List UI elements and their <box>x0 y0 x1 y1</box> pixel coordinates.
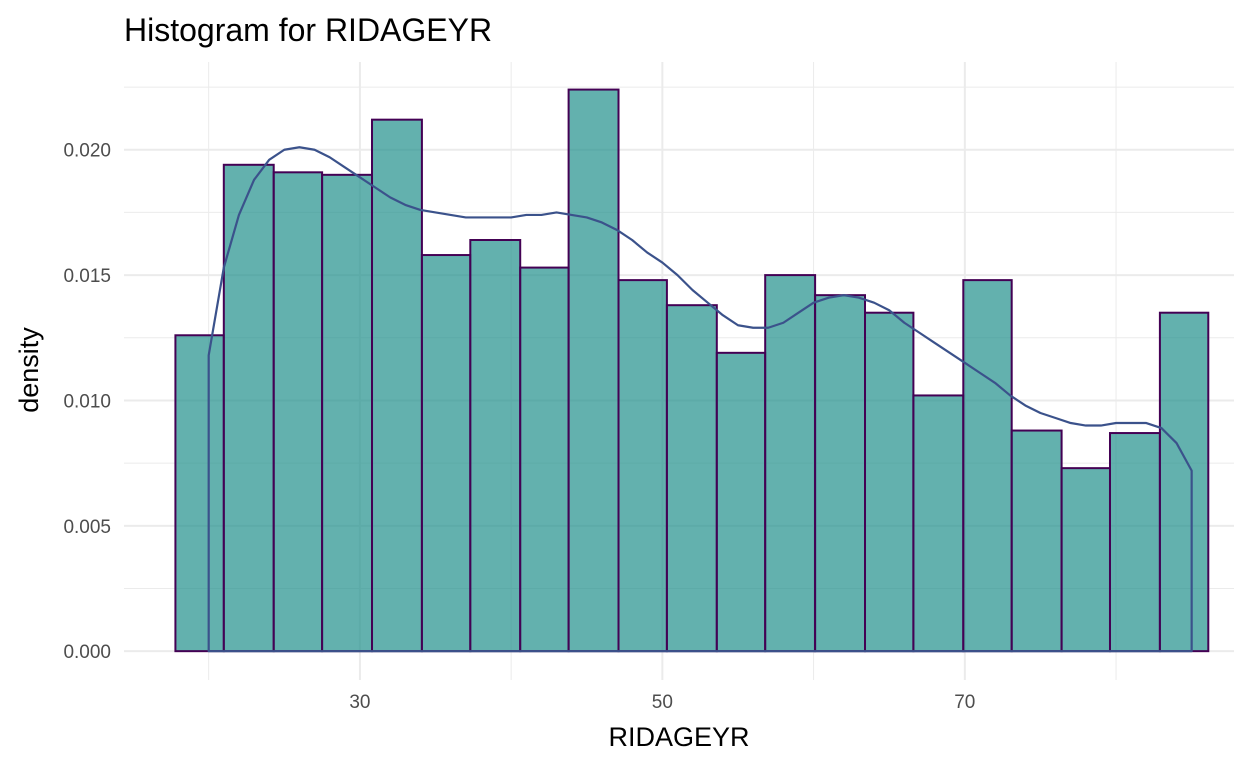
histogram-bar <box>321 173 374 653</box>
chart-title: Histogram for RIDAGEYR <box>124 12 492 48</box>
histogram-bar <box>1108 432 1161 653</box>
histogram-bar <box>469 239 522 653</box>
histogram-bar <box>617 279 668 653</box>
histogram-bar <box>420 254 472 653</box>
histogram-bar <box>665 304 718 653</box>
y-axis-tick-labels: 0.000 0.005 0.010 0.015 0.020 <box>63 141 111 663</box>
y-tick-label: 0.010 <box>63 391 111 412</box>
histogram-bar <box>962 279 1013 653</box>
y-tick-label: 0.020 <box>63 141 111 162</box>
histogram-bar <box>1010 429 1063 653</box>
x-tick-label: 50 <box>652 692 673 713</box>
density-line <box>207 146 1193 653</box>
y-tick-label: 0.005 <box>63 517 111 538</box>
y-tick-label: 0.015 <box>63 266 111 287</box>
y-tick-label: 0.000 <box>63 642 111 663</box>
x-axis-title: RIDAGEYR <box>608 722 749 752</box>
histogram-bar <box>222 163 275 653</box>
histogram-bar <box>715 351 767 653</box>
histogram-bar <box>174 334 225 653</box>
histogram-bar <box>519 266 570 653</box>
histogram-bars <box>174 88 1210 653</box>
histogram-bar <box>1060 467 1111 653</box>
density-curve <box>207 146 1193 653</box>
histogram-bar <box>1158 311 1210 653</box>
histogram-bar <box>764 274 817 653</box>
histogram-bar <box>272 171 324 653</box>
x-tick-label: 70 <box>954 692 975 713</box>
x-axis-tick-labels: 30 50 70 <box>349 692 975 713</box>
histogram-bar <box>567 88 620 653</box>
x-tick-label: 30 <box>349 692 370 713</box>
histogram-bar <box>814 294 867 653</box>
histogram-bar <box>371 118 423 653</box>
histogram-bar <box>864 311 915 653</box>
y-axis-title: density <box>14 327 44 413</box>
histogram-bar <box>912 394 965 653</box>
